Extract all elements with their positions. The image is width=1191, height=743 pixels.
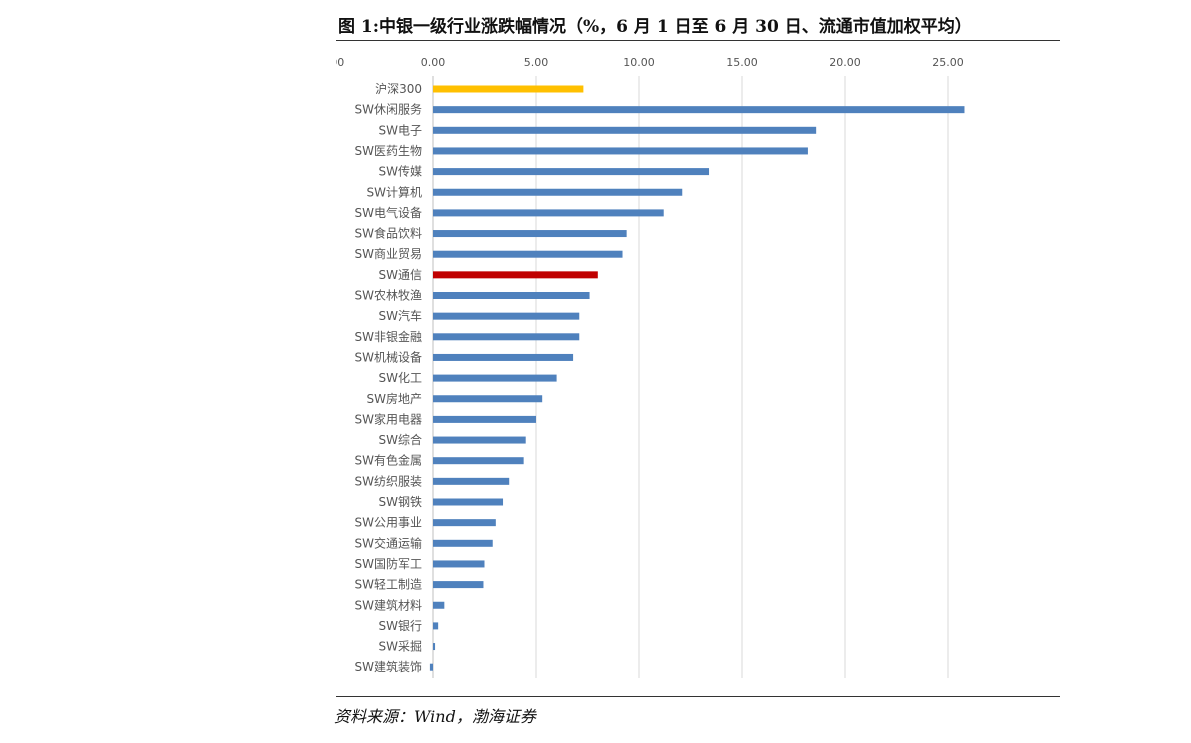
x-tick-label: 0.00 [421,56,446,69]
bar-7 [433,230,627,238]
bottom-rule [336,696,1060,697]
category-label: SW采掘 [379,639,422,654]
category-label: SW银行 [379,619,422,633]
bar-23 [433,560,485,568]
category-label: SW房地产 [367,391,422,406]
bar-6 [433,209,664,217]
bar-19 [433,477,510,485]
bar-0 [433,85,584,93]
x-tick-label: 25.00 [932,56,964,69]
bar-26 [433,622,439,630]
top-rule [336,40,1060,41]
category-label: SW计算机 [367,184,422,199]
bar-15 [433,395,543,403]
category-label: SW商业贸易 [355,246,422,261]
category-label: SW综合 [379,432,422,447]
category-label: SW汽车 [379,308,422,323]
category-label: SW建筑材料 [355,597,422,612]
category-label: SW电气设备 [355,205,422,220]
bar-27 [433,643,436,651]
x-tick-label: 5.00 [524,56,549,69]
category-label: SW食品饮料 [355,226,422,241]
category-label: SW化工 [379,371,422,385]
bar-24 [433,581,484,589]
category-labels: 沪深300 SW休闲服务 SW电子 SW医药生物 SW传媒 SW计算机 SW电气设备 SW食品… [355,82,422,674]
category-label: SW有色金属 [355,453,422,468]
bar-21 [433,519,496,527]
bar-1 [433,106,965,114]
x-tick-label: 15.00 [726,56,758,69]
x-tick-label: 20.00 [829,56,861,69]
bar-14 [433,374,557,382]
bar-5 [433,188,683,196]
source-note: 资料来源：Wind，渤海证券 [334,707,536,726]
category-label: SW轻工制造 [355,578,422,592]
category-label: SW非银金融 [355,329,422,344]
bar-11 [433,312,580,320]
bar-9 [433,271,598,279]
chart-title: 图 1:中银一级行业涨跌幅情况（%，6 月 1 日至 6 月 30 日、流通市值… [338,17,972,37]
category-label: SW农林牧渔 [355,289,422,303]
category-label: SW电子 [379,123,422,137]
bar-chart: -5.00 0.00 5.00 10.00 15.00 20.00 25.00 沪深300 S… [336,56,965,678]
category-label: SW钢铁 [379,495,422,509]
bar-18 [433,457,524,465]
category-label: 沪深300 [375,82,422,96]
gridlines [432,76,949,678]
bar-13 [433,353,574,361]
x-tick-label: -5.00 [336,56,344,69]
category-label: SW通信 [379,268,422,282]
category-label: SW国防军工 [355,556,422,571]
bar-22 [433,539,493,547]
bar-3 [433,147,808,155]
bar-10 [433,292,590,299]
bar-4 [433,168,710,176]
bar-8 [433,250,623,258]
bar-20 [433,498,504,506]
category-label: SW家用电器 [355,411,422,426]
x-tick-label: 10.00 [623,56,655,69]
category-label: SW机械设备 [355,349,422,364]
category-label: SW建筑装饰 [355,659,422,674]
bar-16 [433,415,536,423]
bar-12 [433,333,580,341]
bar-25 [433,601,445,609]
category-label: SW医药生物 [355,144,422,158]
bars [429,85,965,671]
category-label: SW纺织服装 [355,474,422,488]
x-axis-ticks: -5.00 0.00 5.00 10.00 15.00 20.00 25.00 [336,56,964,69]
category-label: SW传媒 [379,164,422,179]
bar-2 [433,126,817,134]
category-label: SW休闲服务 [355,102,422,117]
category-label: SW交通运输 [355,535,422,550]
bar-28 [429,663,433,671]
bar-17 [433,436,526,444]
category-label: SW公用事业 [355,516,422,530]
